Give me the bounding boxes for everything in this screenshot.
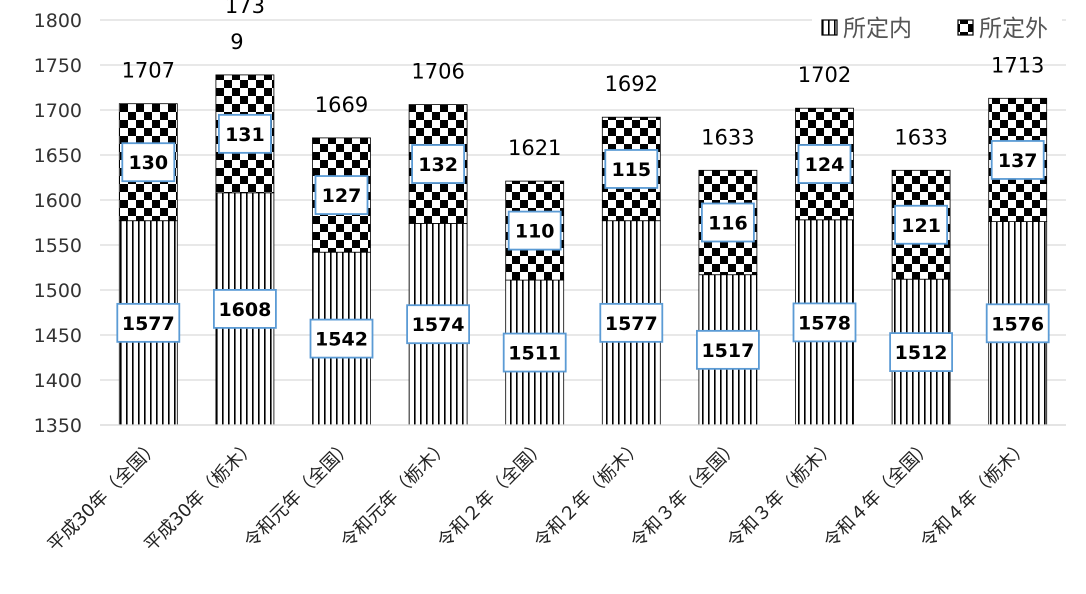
data-label-box [792,302,857,343]
data-label-shoteinai: 1517 [701,340,754,362]
total-label: 1713 [991,53,1044,77]
y-tick-label: 1350 [34,415,82,437]
legend: 所定内 所定外 [812,14,1062,44]
data-label-box [696,329,760,370]
y-tick-label: 1550 [34,235,82,257]
data-label-box [701,202,755,243]
legend-label-shoteinai: 所定内 [843,16,912,42]
data-label-box [502,332,567,373]
legend-label-shoteigai: 所定外 [979,16,1048,42]
total-label: 1633 [894,125,947,149]
data-label-box [411,144,466,184]
data-label-shoteinai: 1511 [508,343,561,365]
x-axis: 平成30年（全国）平成30年（栃木）令和元年（全国）令和元年（栃木）令和２年（全… [44,424,1066,556]
total-label: 1706 [411,60,464,84]
legend-background [812,14,1062,44]
data-label-shoteinai: 1578 [798,312,851,334]
total-label: 1702 [798,63,851,87]
data-label-box [406,304,471,345]
data-label-box [990,140,1045,180]
data-label-box [121,142,176,183]
total-label: 1692 [605,72,658,96]
data-label-shoteinai: 1608 [218,299,271,321]
data-label-shoteinai: 1577 [605,313,658,335]
data-label-shoteigai: 115 [611,159,651,181]
total-label: 1707 [122,59,175,83]
y-axis: 1350 1400 1450 1500 1550 1600 1650 1700 1750 1800 [34,10,82,437]
data-label-shoteigai: 131 [225,124,265,146]
y-tick-label: 1450 [34,325,82,347]
data-label-shoteinai: 1542 [315,329,368,351]
total-label: 173 9 [225,0,265,54]
y-tick-label: 1600 [34,190,82,212]
data-label-box [309,318,374,359]
y-tick-label: 1650 [34,145,82,167]
data-label-shoteinai: 1574 [412,314,465,336]
data-label-box [507,210,562,251]
legend-swatch-shoteinai [821,19,838,36]
data-label-shoteinai: 1512 [895,342,948,364]
legend-swatch-shoteigai [957,19,974,36]
y-tick-label: 1800 [34,10,82,32]
data-label-shoteigai: 121 [901,215,941,237]
total-label: 1669 [315,93,368,117]
data-label-box [116,302,181,343]
data-label-shoteinai: 1576 [991,313,1044,335]
total-label: 1621 [508,136,561,160]
data-label-shoteigai: 137 [998,150,1038,172]
data-label-shoteigai: 132 [418,154,458,176]
x-tick-label: 令和４年（栃木） [917,436,1034,553]
data-label-shoteigai: 116 [708,213,748,235]
data-label-box [797,144,852,184]
data-label-box [604,149,659,189]
data-label-box [314,175,369,215]
data-label-shoteigai: 130 [128,152,168,174]
bars: 1577 130 1707 1608 131 173 9 1542 127 1669 1574 132… [116,0,1050,426]
y-tick-label: 1750 [34,55,82,77]
data-label-box [985,303,1050,344]
y-tick-label: 1500 [34,280,82,302]
data-label-shoteigai: 110 [515,221,555,243]
y-tick-label: 1700 [34,100,82,122]
total-label: 1633 [701,125,754,149]
data-label-box [889,332,953,373]
y-tick-label: 1400 [34,370,82,392]
data-label-box [599,302,664,343]
data-label-shoteigai: 124 [805,154,845,176]
data-label-shoteinai: 1577 [122,313,175,335]
data-label-shoteigai: 127 [322,185,362,207]
data-label-box [212,288,277,329]
data-label-box [217,113,272,154]
data-label-box [894,204,948,245]
